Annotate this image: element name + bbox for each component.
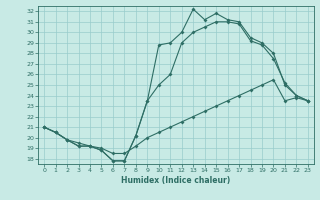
X-axis label: Humidex (Indice chaleur): Humidex (Indice chaleur)	[121, 176, 231, 185]
